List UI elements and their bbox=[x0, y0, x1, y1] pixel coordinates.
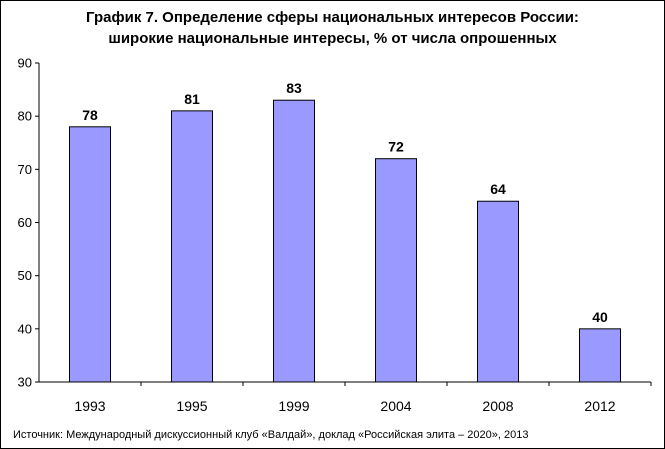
y-tick-label-50: 50 bbox=[18, 268, 32, 283]
y-tick-label-70: 70 bbox=[18, 162, 32, 177]
chart-title: График 7. Определение сферы национальных… bbox=[1, 7, 664, 49]
y-tick-label-90: 90 bbox=[18, 56, 32, 71]
bar-1999 bbox=[273, 99, 315, 383]
bar-2004 bbox=[375, 158, 417, 383]
y-tick-label-80: 80 bbox=[18, 109, 32, 124]
bar-1995 bbox=[171, 110, 213, 383]
bar-2008 bbox=[477, 200, 519, 383]
data-label-2004: 72 bbox=[388, 139, 404, 155]
x-tick-label-2012: 2012 bbox=[584, 398, 615, 414]
data-label-1995: 81 bbox=[184, 91, 200, 107]
x-tick-label-2008: 2008 bbox=[482, 398, 513, 414]
data-label-1999: 83 bbox=[286, 80, 302, 96]
data-label-1993: 78 bbox=[82, 107, 98, 123]
x-tick-label-1999: 1999 bbox=[278, 398, 309, 414]
x-tick-label-1993: 1993 bbox=[74, 398, 105, 414]
y-tick-label-40: 40 bbox=[18, 321, 32, 336]
y-tick-label-60: 60 bbox=[18, 215, 32, 230]
bar-1993 bbox=[69, 126, 111, 383]
data-label-2012: 40 bbox=[592, 309, 608, 325]
x-tick-label-2004: 2004 bbox=[380, 398, 411, 414]
chart-title-line-1: График 7. Определение сферы национальных… bbox=[86, 9, 579, 26]
x-tick-label-1995: 1995 bbox=[176, 398, 207, 414]
bar-2012 bbox=[579, 328, 621, 383]
source-note: Источник: Международный дискуссионный кл… bbox=[13, 429, 529, 441]
data-label-2008: 64 bbox=[490, 181, 506, 197]
y-tick-label-30: 30 bbox=[18, 375, 32, 390]
chart-title-line-2: широкие национальные интересы, % от числ… bbox=[108, 30, 557, 47]
